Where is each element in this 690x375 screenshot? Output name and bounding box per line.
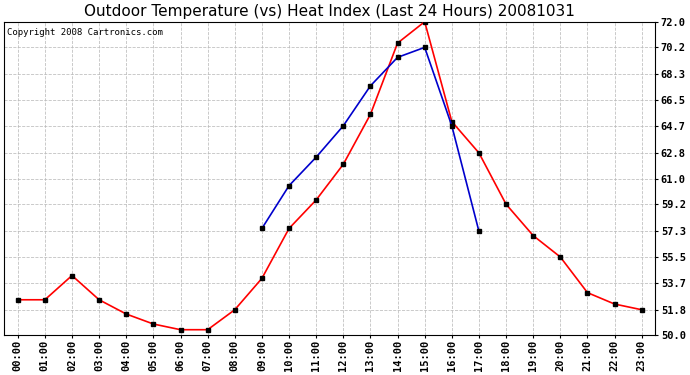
Title: Outdoor Temperature (vs) Heat Index (Last 24 Hours) 20081031: Outdoor Temperature (vs) Heat Index (Las…	[84, 4, 575, 19]
Text: Copyright 2008 Cartronics.com: Copyright 2008 Cartronics.com	[8, 28, 164, 37]
